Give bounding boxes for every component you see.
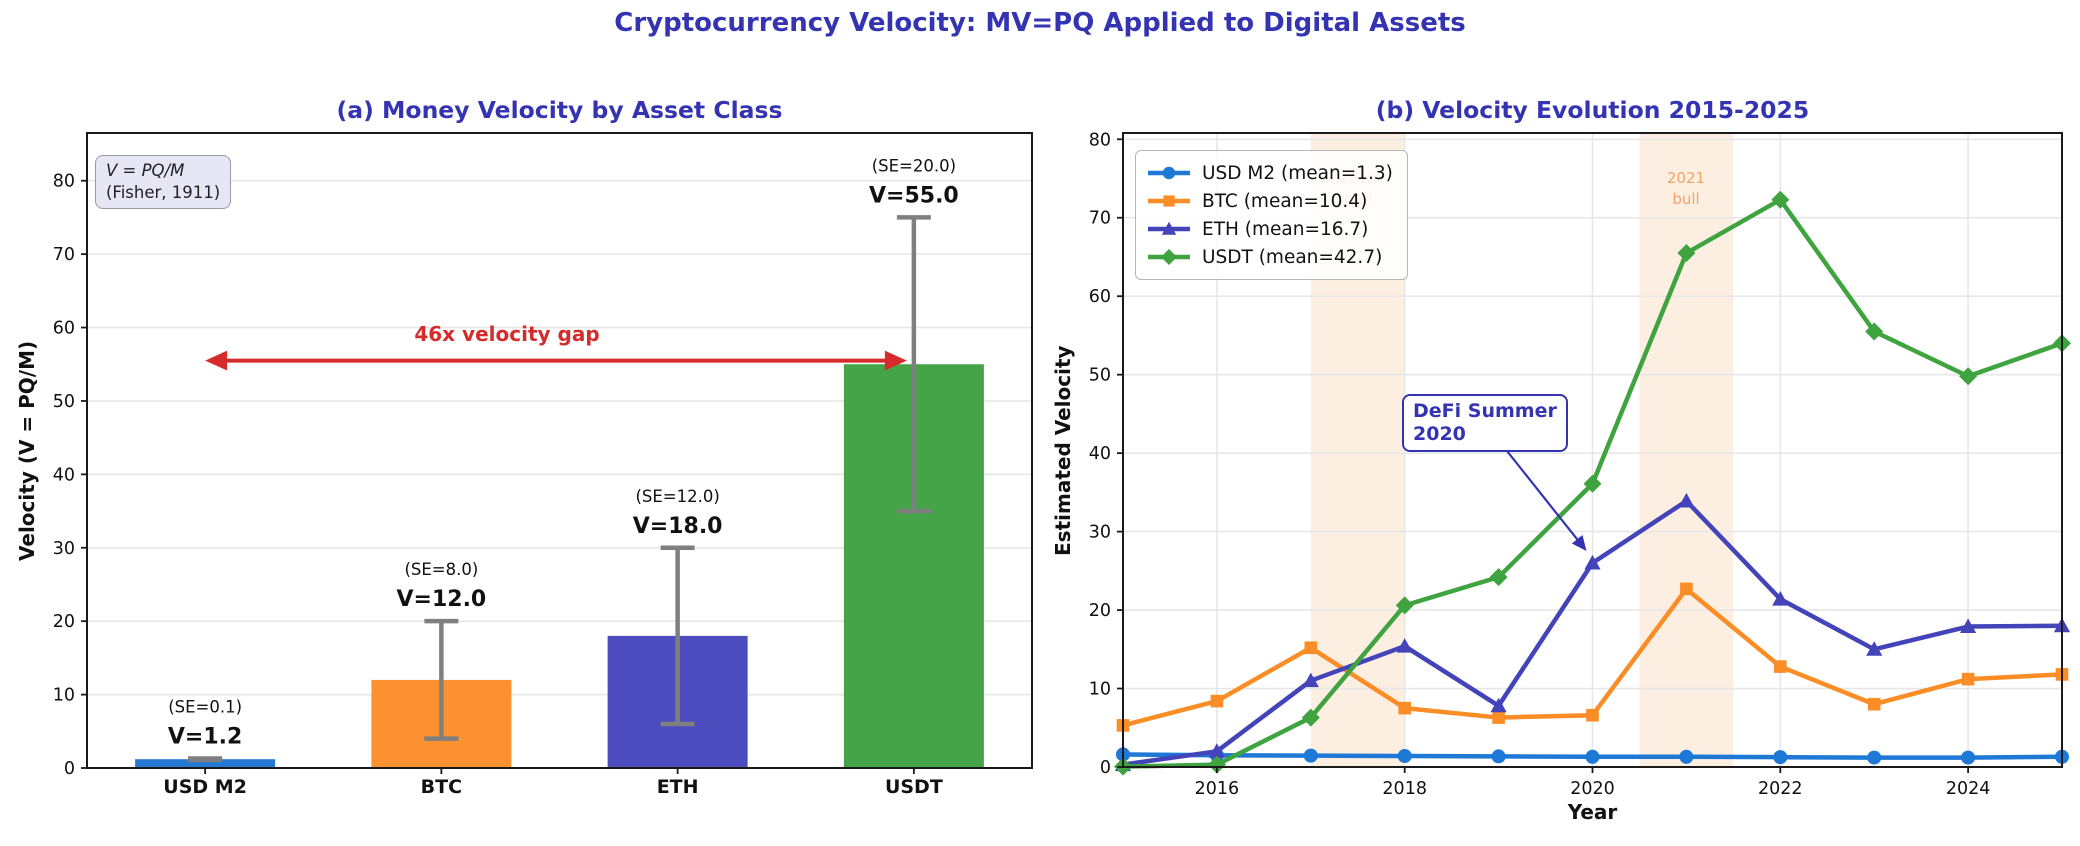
legend-item-eth: ETH (mean=16.7) xyxy=(1146,215,1393,243)
legend-item-btc: BTC (mean=10.4) xyxy=(1146,187,1393,215)
y-tick-label: 40 xyxy=(53,465,75,485)
series-usdt xyxy=(1114,190,2071,776)
error-bar-usdt xyxy=(896,215,931,514)
category-label: BTC xyxy=(421,776,462,798)
velocity-gap-label: 46x velocity gap xyxy=(414,322,600,346)
bar-se-label: (SE=20.0) xyxy=(872,156,956,175)
error-bar-btc xyxy=(424,618,459,741)
callout-arrow xyxy=(1506,450,1587,551)
velocity-gap-arrow xyxy=(205,350,907,371)
category-label: USD M2 xyxy=(163,776,247,798)
band-label-word: bull xyxy=(1672,190,1700,208)
bar-usd-m2 xyxy=(135,759,276,768)
y-tick-label: 80 xyxy=(53,172,75,192)
bar-value-label: V=55.0 xyxy=(869,183,959,208)
y-tick-label: 60 xyxy=(53,319,75,339)
y-tick-label: 0 xyxy=(1100,758,1111,778)
formula-equation: V = PQ/M xyxy=(106,161,185,180)
y-tick-label: 70 xyxy=(53,245,75,265)
category-label: USDT xyxy=(885,776,943,798)
error-bar-eth xyxy=(660,545,695,727)
y-tick-label: 20 xyxy=(53,612,75,632)
y-tick-label: 30 xyxy=(53,539,75,559)
defi-summer-callout: DeFi Summer 2020 xyxy=(1402,394,1568,452)
bar-se-label: (SE=0.1) xyxy=(168,697,242,716)
band-label-year: 2021 xyxy=(1666,169,1706,187)
category-label: ETH xyxy=(657,776,699,798)
bar-se-label: (SE=12.0) xyxy=(635,487,719,506)
legend-label: ETH (mean=16.7) xyxy=(1202,218,1369,240)
y-tick-label: 10 xyxy=(1089,680,1111,700)
fisher-formula-note: V = PQ/M (Fisher, 1911) xyxy=(95,155,232,209)
panel-b-ylabel: Estimated Velocity xyxy=(1051,345,1075,556)
bar-value-label: V=18.0 xyxy=(633,514,723,539)
legend-item-usdt: USDT (mean=42.7) xyxy=(1146,243,1393,271)
legend-swatch-diamond-icon xyxy=(1148,249,1190,265)
bars xyxy=(135,364,984,768)
callout-line2: 2020 xyxy=(1413,423,1466,445)
x-tick-label: 2020 xyxy=(1570,779,1615,799)
legend: USD M2 (mean=1.3) BTC (mean=10.4) ETH (m… xyxy=(1135,150,1408,280)
y-tick-label: 60 xyxy=(1089,287,1111,307)
callout-line1: DeFi Summer xyxy=(1413,400,1557,422)
legend-label: USD M2 (mean=1.3) xyxy=(1202,162,1393,184)
bar-value-label: V=12.0 xyxy=(397,587,487,612)
y-tick-label: 50 xyxy=(1089,366,1111,386)
x-tick-label: 2018 xyxy=(1382,779,1427,799)
formula-citation: (Fisher, 1911) xyxy=(106,183,221,202)
y-tick-label: 70 xyxy=(1089,209,1111,229)
legend-swatch-circle-icon xyxy=(1148,166,1190,180)
legend-swatch-triangle-icon xyxy=(1148,221,1190,235)
legend-swatch-square-icon xyxy=(1148,195,1190,207)
bar-chart: V=1.2 (SE=0.1) USD M2 V=12.0 (SE=8.0) BTC V=18… xyxy=(53,132,1033,798)
bull-band-2021 xyxy=(1639,133,1734,767)
y-tick-label: 30 xyxy=(1089,523,1111,543)
y-tick-label: 0 xyxy=(64,759,75,779)
legend-item-usd-m2: USD M2 (mean=1.3) xyxy=(1146,159,1393,187)
legend-label: USDT (mean=42.7) xyxy=(1202,246,1383,268)
panel-a-title: (a) Money Velocity by Asset Class xyxy=(336,96,783,124)
bar-value-label: V=1.2 xyxy=(168,724,242,749)
panel-b-xlabel: Year xyxy=(1567,800,1618,824)
x-tick-label: 2024 xyxy=(1946,779,1991,799)
x-tick-label: 2016 xyxy=(1195,779,1240,799)
bar-se-label: (SE=8.0) xyxy=(404,560,478,579)
panel-b-title: (b) Velocity Evolution 2015-2025 xyxy=(1375,96,1810,124)
legend-label: BTC (mean=10.4) xyxy=(1202,190,1368,212)
x-tick-label: 2022 xyxy=(1758,779,1803,799)
figure-title: Cryptocurrency Velocity: MV=PQ Applied t… xyxy=(614,8,1466,38)
series-btc xyxy=(1116,582,2069,732)
bull-band-label-2021: 2021 bull xyxy=(1646,168,1726,210)
y-tick-label: 20 xyxy=(1089,601,1111,621)
panel-a-ylabel: Velocity (V = PQ/M) xyxy=(15,340,39,561)
y-tick-label: 10 xyxy=(53,686,75,706)
y-tick-label: 80 xyxy=(1089,130,1111,150)
error-bar-usd-m2 xyxy=(188,756,223,763)
y-tick-label: 40 xyxy=(1089,444,1111,464)
y-tick-label: 50 xyxy=(53,392,75,412)
series-usd-m2 xyxy=(1115,747,2070,765)
